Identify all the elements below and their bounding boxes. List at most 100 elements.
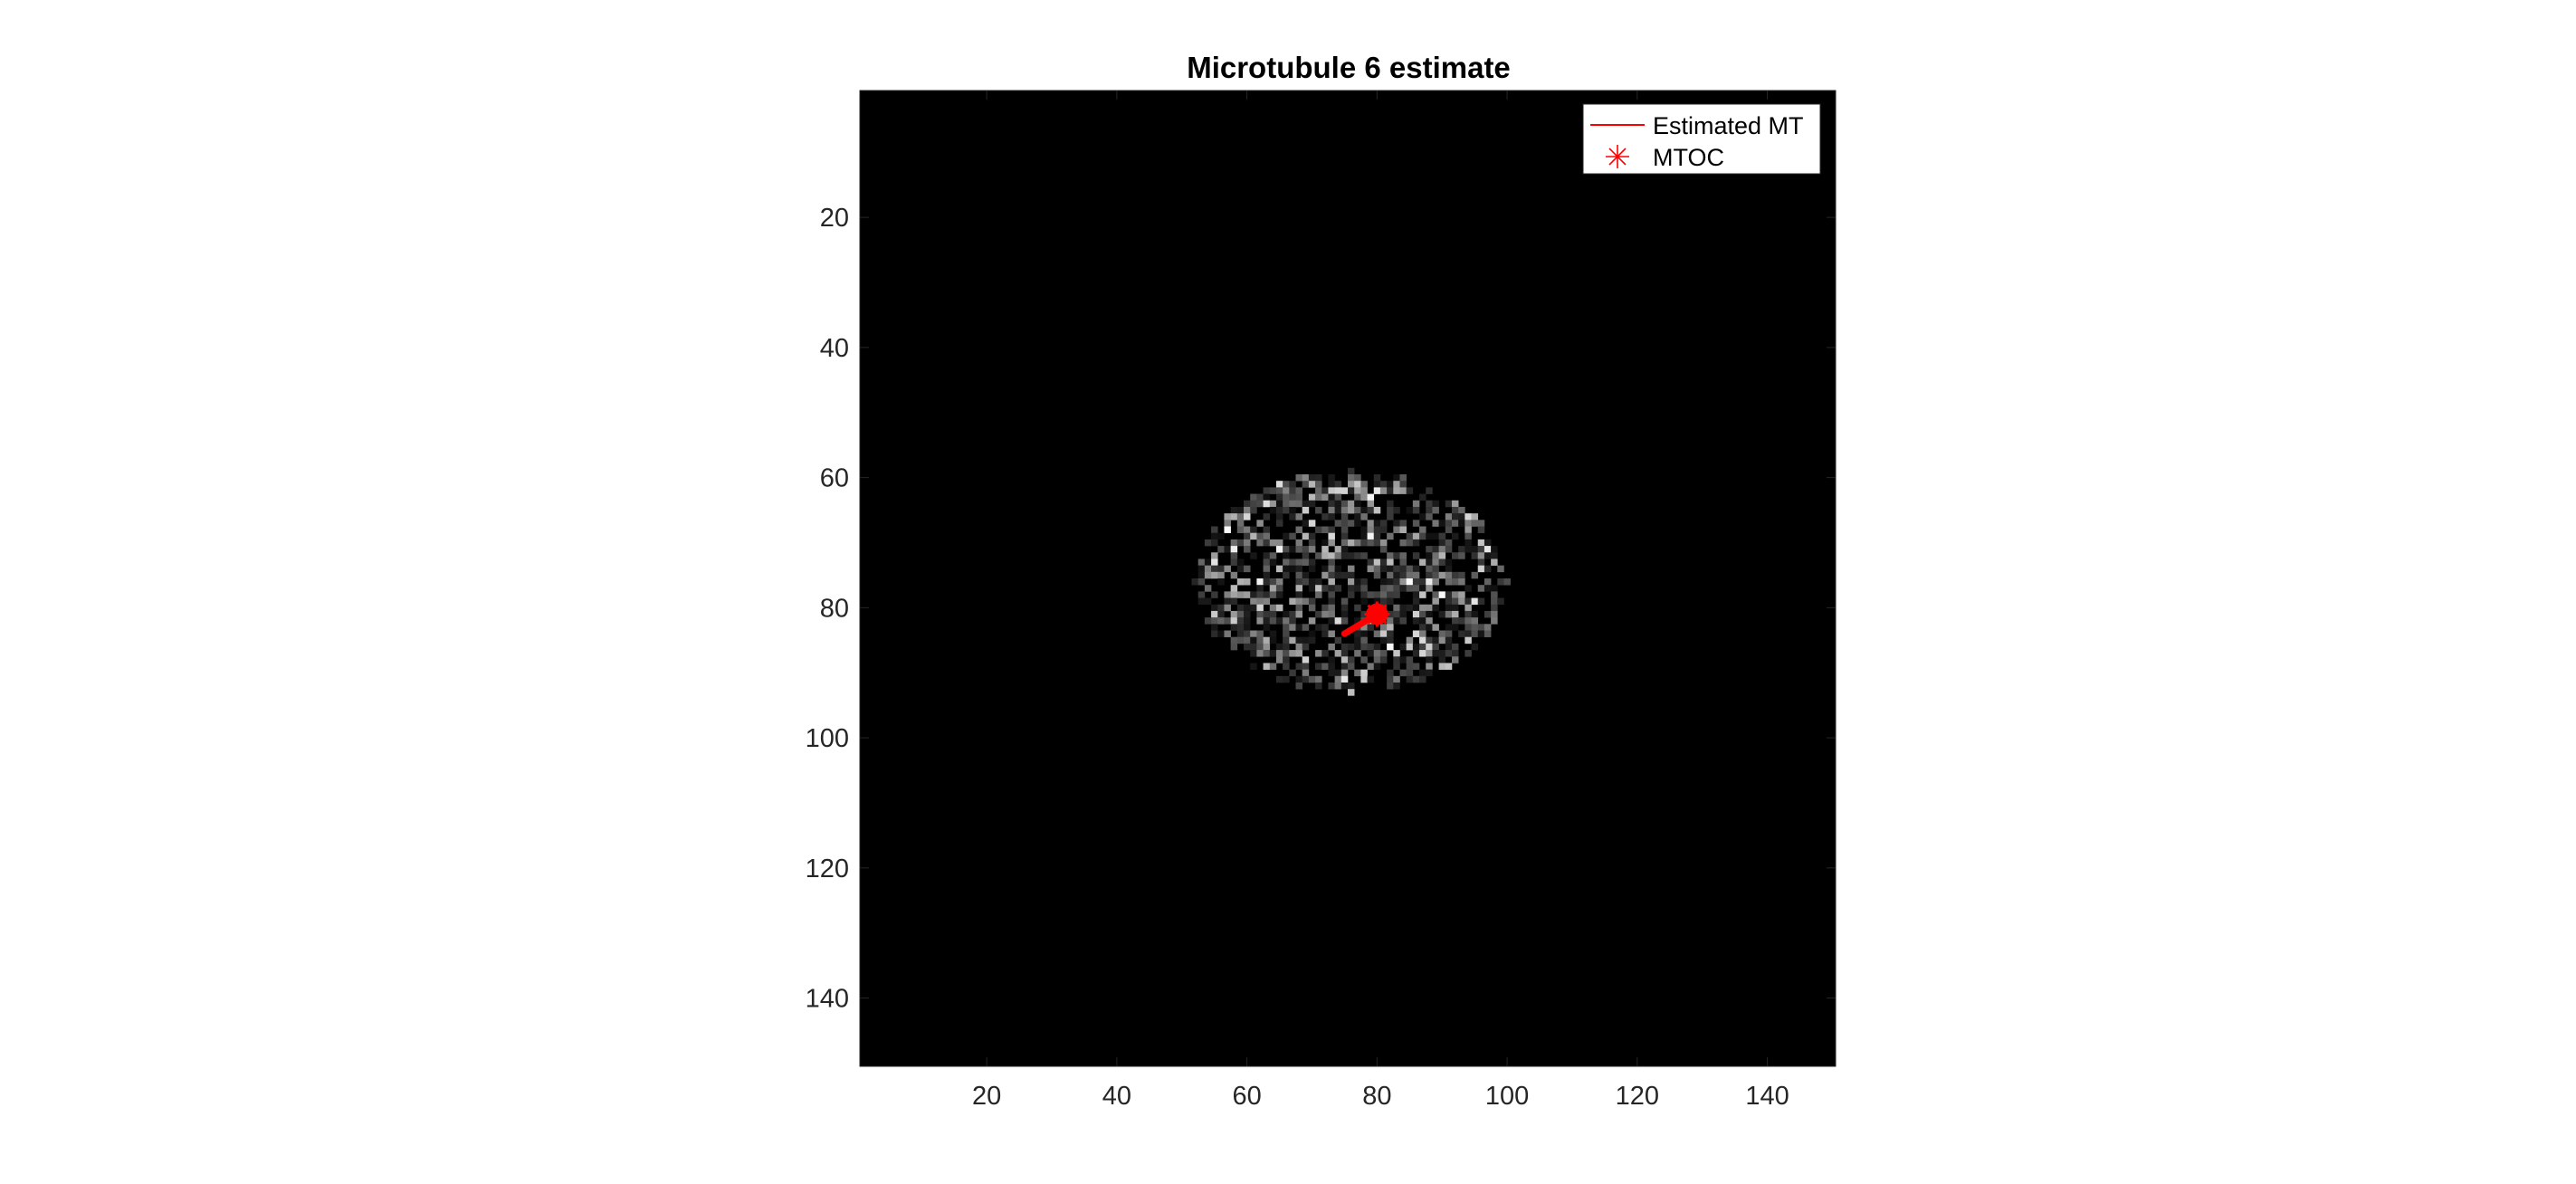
image-pixel bbox=[1399, 617, 1407, 625]
image-pixel bbox=[1477, 597, 1485, 606]
image-pixel bbox=[1373, 532, 1381, 540]
image-pixel bbox=[1445, 539, 1453, 547]
image-pixel bbox=[1406, 532, 1414, 540]
image-pixel bbox=[1348, 520, 1355, 527]
image-pixel bbox=[1217, 546, 1225, 553]
image-pixel bbox=[1269, 500, 1277, 508]
image-pixel bbox=[1283, 559, 1290, 566]
image-pixel bbox=[1432, 643, 1439, 651]
image-pixel bbox=[1283, 532, 1290, 540]
image-pixel bbox=[1393, 552, 1400, 559]
image-pixel bbox=[1387, 571, 1394, 579]
image-pixel bbox=[1263, 650, 1271, 657]
image-pixel bbox=[1393, 571, 1400, 579]
image-pixel bbox=[1334, 650, 1342, 657]
x-tick-label: 80 bbox=[1362, 1082, 1391, 1111]
image-pixel bbox=[1230, 597, 1238, 606]
image-pixel bbox=[1445, 578, 1453, 586]
image-pixel bbox=[1373, 520, 1381, 527]
image-pixel bbox=[1426, 487, 1433, 494]
image-pixel bbox=[1283, 630, 1290, 637]
x-tick-label: 60 bbox=[1232, 1082, 1261, 1111]
image-pixel bbox=[1263, 559, 1271, 566]
image-pixel bbox=[1211, 591, 1218, 598]
image-pixel bbox=[1360, 597, 1368, 606]
image-pixel bbox=[1275, 487, 1283, 494]
image-pixel bbox=[1250, 663, 1257, 670]
image-pixel bbox=[1269, 578, 1277, 586]
image-pixel bbox=[1244, 617, 1251, 625]
image-pixel bbox=[1484, 539, 1492, 547]
image-pixel bbox=[1244, 506, 1251, 514]
image-pixel bbox=[1348, 506, 1355, 514]
image-pixel bbox=[1491, 559, 1498, 566]
image-pixel bbox=[1244, 532, 1251, 540]
image-pixel bbox=[1438, 610, 1446, 618]
image-pixel bbox=[1373, 650, 1381, 657]
image-pixel bbox=[1244, 539, 1251, 547]
y-tick-label: 40 bbox=[820, 334, 849, 363]
image-pixel bbox=[1438, 630, 1446, 637]
image-pixel bbox=[1211, 559, 1218, 566]
image-pixel bbox=[1204, 565, 1212, 573]
x-tick-label: 140 bbox=[1745, 1082, 1789, 1111]
image-pixel bbox=[1211, 604, 1218, 612]
image-pixel bbox=[1283, 506, 1290, 514]
image-pixel bbox=[1491, 546, 1498, 553]
image-pixel bbox=[1412, 585, 1420, 592]
image-pixel bbox=[1348, 591, 1355, 598]
image-pixel bbox=[1484, 624, 1492, 631]
image-pixel bbox=[1432, 559, 1439, 566]
image-pixel bbox=[1334, 585, 1342, 592]
image-pixel bbox=[1367, 591, 1375, 598]
image-pixel bbox=[1302, 500, 1310, 508]
image-pixel bbox=[1250, 552, 1257, 559]
image-pixel bbox=[1217, 630, 1225, 637]
x-tick-label: 120 bbox=[1616, 1082, 1659, 1111]
image-pixel bbox=[1354, 643, 1361, 651]
image-pixel bbox=[1295, 559, 1302, 566]
y-tick-label: 120 bbox=[806, 855, 849, 883]
axes: 20 40 60 80 100 120 140 20 40 60 80 100 120 140 bbox=[806, 90, 1837, 1111]
image-pixel bbox=[1419, 624, 1426, 631]
image-pixel bbox=[1283, 493, 1290, 501]
image-pixel bbox=[1340, 643, 1349, 651]
image-pixel bbox=[1224, 526, 1231, 533]
image-pixel bbox=[1236, 617, 1245, 625]
image-pixel bbox=[1250, 493, 1257, 501]
image-pixel bbox=[1399, 656, 1407, 664]
image-pixel bbox=[1387, 636, 1394, 645]
image-pixel bbox=[1477, 585, 1485, 592]
image-pixel bbox=[1295, 474, 1302, 482]
image-pixel bbox=[1230, 585, 1238, 592]
image-pixel bbox=[1340, 650, 1349, 657]
image-pixel bbox=[1412, 565, 1420, 573]
image-pixel bbox=[1244, 604, 1251, 612]
image-pixel bbox=[1451, 624, 1459, 631]
image-pixel bbox=[1491, 591, 1498, 598]
image-pixel bbox=[1348, 539, 1355, 547]
image-pixel bbox=[1451, 597, 1459, 606]
image-pixel bbox=[1412, 571, 1420, 579]
image-pixel bbox=[1289, 565, 1296, 573]
image-pixel bbox=[1393, 585, 1400, 592]
image-pixel bbox=[1263, 539, 1271, 547]
image-pixel bbox=[1340, 500, 1349, 508]
image-pixel bbox=[1224, 591, 1231, 598]
image-pixel bbox=[1315, 506, 1322, 514]
image-pixel bbox=[1224, 513, 1231, 520]
image-pixel bbox=[1328, 630, 1335, 637]
image-pixel bbox=[1491, 552, 1498, 559]
image-pixel bbox=[1432, 597, 1439, 606]
image-pixel bbox=[1445, 526, 1453, 533]
image-pixel bbox=[1334, 636, 1342, 645]
image-pixel bbox=[1269, 585, 1277, 592]
image-pixel bbox=[1340, 539, 1349, 547]
image-pixel bbox=[1426, 559, 1433, 566]
image-pixel bbox=[1269, 559, 1277, 566]
image-pixel bbox=[1432, 650, 1439, 657]
image-pixel bbox=[1236, 578, 1245, 586]
image-pixel bbox=[1275, 604, 1283, 612]
image-pixel bbox=[1387, 682, 1394, 690]
legend-label-estimated-mt: Estimated MT bbox=[1653, 112, 1804, 139]
